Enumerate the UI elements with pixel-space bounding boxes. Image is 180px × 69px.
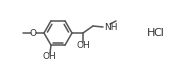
Text: NH: NH	[105, 22, 118, 32]
Text: OH: OH	[76, 41, 90, 49]
Text: OH: OH	[42, 52, 56, 61]
Text: Cl: Cl	[153, 28, 164, 38]
Text: H: H	[147, 28, 155, 38]
Text: O: O	[30, 28, 37, 37]
